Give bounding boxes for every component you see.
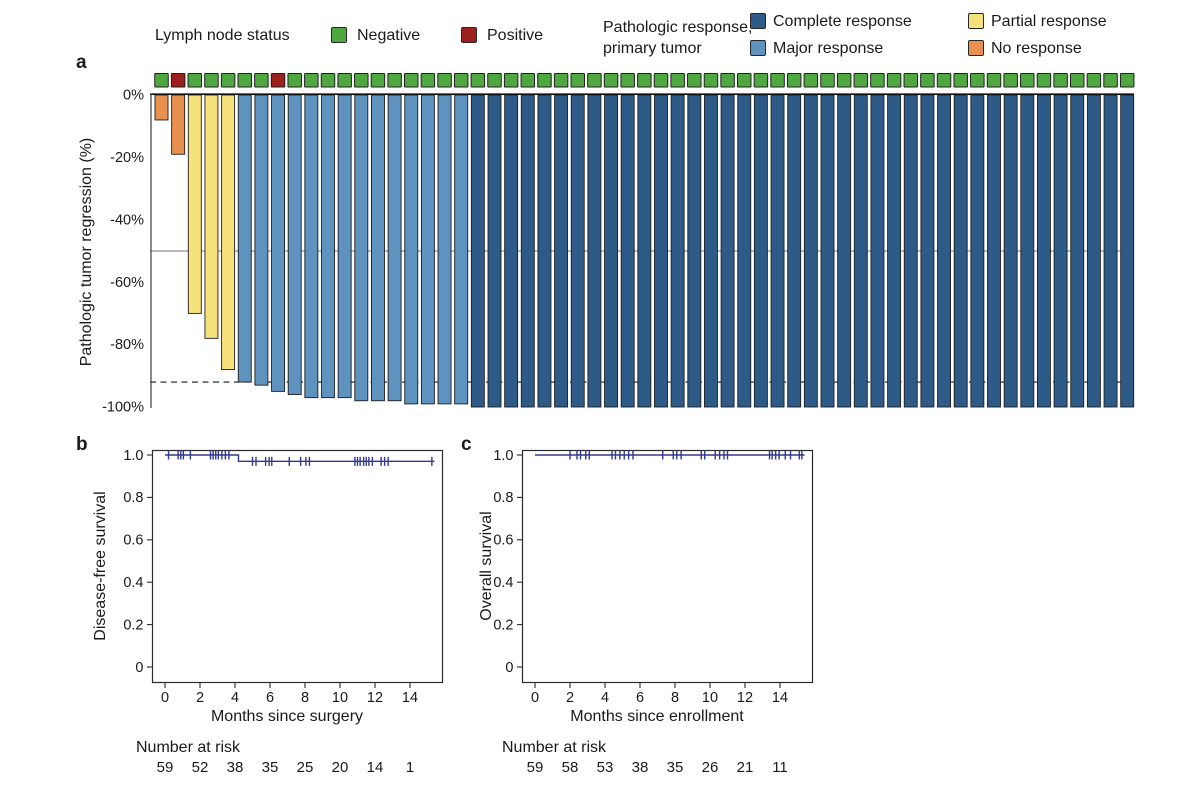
svg-text:38: 38 — [227, 759, 244, 776]
complete-response-swatch — [750, 13, 766, 29]
svg-text:1.0: 1.0 — [123, 448, 143, 464]
svg-text:59: 59 — [527, 759, 544, 776]
partial-response-swatch — [968, 13, 984, 29]
panel-a-letter: a — [76, 52, 87, 73]
panel-c-letter: c — [461, 434, 472, 455]
svg-text:1.0: 1.0 — [493, 448, 513, 464]
svg-text:11: 11 — [772, 759, 788, 776]
svg-text:0.4: 0.4 — [123, 575, 143, 591]
svg-text:38: 38 — [632, 759, 649, 776]
response-legend-title-line1: Pathologic response, — [603, 19, 753, 36]
svg-text:0.2: 0.2 — [493, 617, 513, 633]
svg-text:35: 35 — [262, 759, 279, 776]
svg-text:6: 6 — [636, 690, 644, 706]
svg-text:21: 21 — [737, 759, 754, 776]
svg-text:14: 14 — [402, 690, 418, 706]
lymph-negative-swatch — [331, 27, 347, 43]
svg-text:2: 2 — [566, 690, 574, 706]
svg-text:-60%: -60% — [110, 275, 144, 291]
lymph-legend-title: Lymph node status — [155, 27, 290, 44]
panel-c-number-at-risk-label: Number at risk — [502, 739, 607, 756]
svg-text:0%: 0% — [123, 88, 144, 104]
svg-text:20: 20 — [332, 759, 349, 776]
svg-text:8: 8 — [671, 690, 679, 706]
svg-text:58: 58 — [562, 759, 579, 776]
svg-text:25: 25 — [297, 759, 314, 776]
svg-text:14: 14 — [367, 759, 384, 776]
response-legend-title-line2: primary tumor — [603, 40, 702, 57]
svg-text:8: 8 — [301, 690, 309, 706]
no-response-swatch — [968, 40, 984, 56]
svg-text:0.8: 0.8 — [493, 490, 513, 506]
svg-text:-40%: -40% — [110, 212, 144, 228]
svg-text:0.6: 0.6 — [493, 533, 513, 549]
no-response-label: No response — [991, 40, 1082, 57]
svg-text:-100%: -100% — [102, 400, 144, 416]
svg-text:53: 53 — [597, 759, 614, 776]
svg-text:0: 0 — [135, 660, 143, 676]
lymph-negative-label: Negative — [357, 27, 421, 44]
disease-free-survival-chart: 1.0 0.8 0.6 0.4 0.2 0 0 2 4 6 8 10 12 14 59 52 38 35 25 20 1… — [123, 448, 444, 776]
lymph-positive-swatch — [461, 27, 477, 43]
svg-text:2: 2 — [196, 690, 204, 706]
panel-b-x-axis-title: Months since surgery — [210, 708, 364, 725]
svg-text:1: 1 — [406, 759, 414, 776]
lymph-positive-label: Positive — [487, 27, 544, 44]
svg-text:-20%: -20% — [110, 150, 144, 166]
svg-text:0.4: 0.4 — [493, 575, 513, 591]
svg-text:26: 26 — [702, 759, 719, 776]
svg-text:35: 35 — [667, 759, 684, 776]
waterfall-chart: 0% -20% -40% -60% -80% -100% — [102, 73, 1135, 416]
panel-b-y-axis-title: Disease-free survival — [92, 491, 109, 641]
panel-c-x-axis-title: Months since enrollment — [570, 708, 744, 725]
major-response-swatch — [750, 40, 766, 56]
svg-text:12: 12 — [367, 690, 383, 706]
major-response-label: Major response — [773, 40, 884, 57]
svg-text:-80%: -80% — [110, 337, 144, 353]
svg-text:52: 52 — [192, 759, 209, 776]
svg-text:0.6: 0.6 — [123, 533, 143, 549]
svg-text:0.8: 0.8 — [123, 490, 143, 506]
svg-text:14: 14 — [772, 690, 788, 706]
complete-response-label: Complete response — [773, 13, 912, 30]
svg-text:6: 6 — [266, 690, 274, 706]
svg-text:10: 10 — [702, 690, 718, 706]
svg-text:10: 10 — [332, 690, 348, 706]
response-legend-title: Pathologic response, primary tumor — [603, 17, 752, 59]
svg-text:4: 4 — [601, 690, 609, 706]
partial-response-label: Partial response — [991, 13, 1107, 30]
svg-text:59: 59 — [157, 759, 174, 776]
svg-text:4: 4 — [231, 690, 239, 706]
svg-text:0: 0 — [531, 690, 539, 706]
panel-b-number-at-risk-label: Number at risk — [136, 739, 241, 756]
svg-text:0: 0 — [161, 690, 169, 706]
svg-text:0.2: 0.2 — [123, 617, 143, 633]
overall-survival-chart: 1.0 0.8 0.6 0.4 0.2 0 0 2 4 6 8 10 12 14 59 58 53 38 35 26 2… — [493, 448, 814, 776]
panel-b-letter: b — [76, 434, 88, 455]
svg-text:12: 12 — [737, 690, 753, 706]
svg-text:0: 0 — [505, 660, 513, 676]
